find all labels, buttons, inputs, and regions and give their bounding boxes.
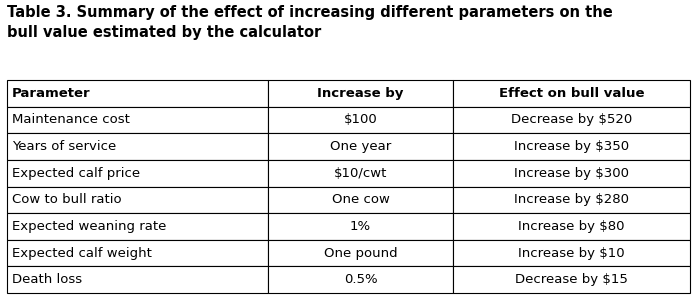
Bar [453, 266, 690, 293]
Text: 0.5%: 0.5% [344, 273, 377, 286]
Bar [7, 240, 268, 266]
Text: Maintenance cost: Maintenance cost [12, 114, 130, 126]
Bar [268, 187, 453, 213]
Text: Increase by $80: Increase by $80 [519, 220, 625, 233]
Bar [7, 107, 268, 133]
Text: $100: $100 [344, 114, 377, 126]
Bar [7, 160, 268, 187]
Bar [453, 160, 690, 187]
Bar [453, 213, 690, 240]
Text: Cow to bull ratio: Cow to bull ratio [12, 193, 121, 206]
Text: Effect on bull value: Effect on bull value [499, 87, 644, 100]
Bar [453, 187, 690, 213]
Bar [7, 213, 268, 240]
Bar [268, 213, 453, 240]
Text: Parameter: Parameter [12, 87, 91, 100]
Text: Increase by $300: Increase by $300 [514, 167, 629, 180]
Bar [268, 133, 453, 160]
Bar [453, 133, 690, 160]
Text: Increase by $10: Increase by $10 [518, 246, 625, 260]
Text: Expected weaning rate: Expected weaning rate [12, 220, 167, 233]
Text: Years of service: Years of service [12, 140, 116, 153]
Text: 1%: 1% [350, 220, 371, 233]
Text: Increase by $350: Increase by $350 [514, 140, 629, 153]
Bar [453, 240, 690, 266]
Text: One year: One year [330, 140, 391, 153]
Bar [268, 240, 453, 266]
Text: $10/cwt: $10/cwt [334, 167, 387, 180]
Text: Increase by: Increase by [317, 87, 404, 100]
Bar [268, 80, 453, 107]
Text: Expected calf price: Expected calf price [12, 167, 140, 180]
Bar [7, 80, 268, 107]
Bar [268, 160, 453, 187]
Bar [7, 187, 268, 213]
Text: One pound: One pound [323, 246, 397, 260]
Text: Decrease by $520: Decrease by $520 [511, 114, 632, 126]
Bar [453, 107, 690, 133]
Bar [7, 266, 268, 293]
Bar [453, 80, 690, 107]
Text: Death loss: Death loss [12, 273, 82, 286]
Text: Table 3. Summary of the effect of increasing different parameters on the
bull va: Table 3. Summary of the effect of increa… [7, 5, 613, 41]
Bar [7, 133, 268, 160]
Bar [268, 266, 453, 293]
Text: One cow: One cow [332, 193, 390, 206]
Text: Increase by $280: Increase by $280 [514, 193, 629, 206]
Bar [268, 107, 453, 133]
Text: Expected calf weight: Expected calf weight [12, 246, 152, 260]
Text: Decrease by $15: Decrease by $15 [515, 273, 628, 286]
